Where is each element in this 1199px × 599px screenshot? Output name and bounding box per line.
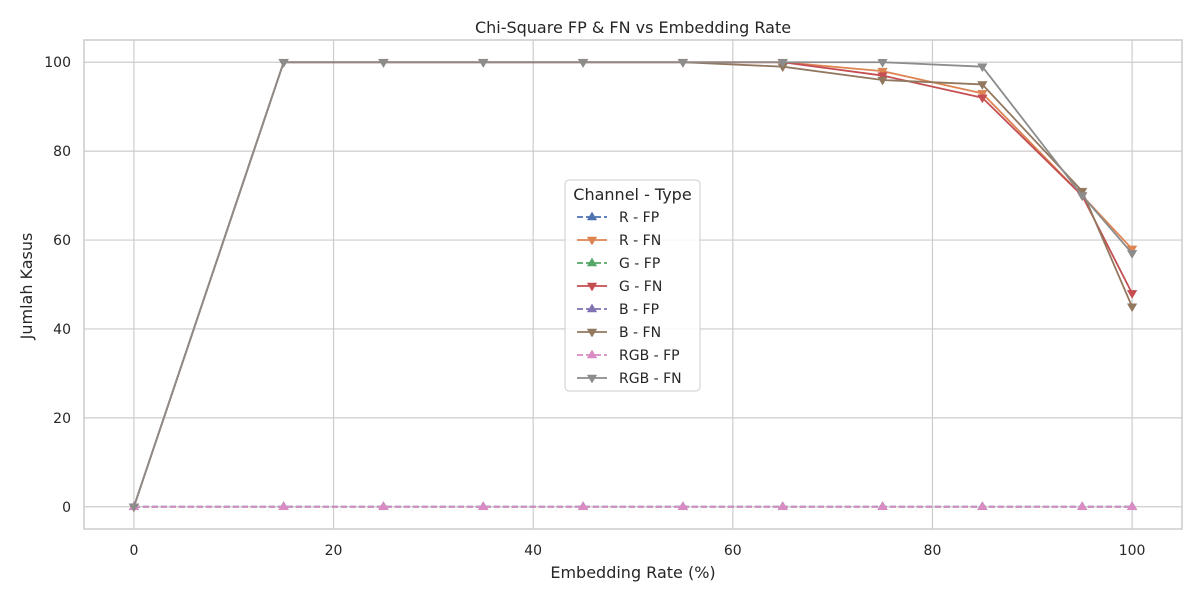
data-point bbox=[378, 58, 389, 68]
data-point bbox=[278, 501, 289, 511]
legend-item: G - FP bbox=[577, 256, 660, 272]
legend-label: G - FN bbox=[619, 279, 662, 295]
series-layer bbox=[128, 58, 1138, 513]
legend-item: R - FN bbox=[577, 233, 661, 249]
data-point bbox=[1126, 290, 1138, 299]
legend-item: R - FP bbox=[577, 210, 659, 226]
y-axis-ticks: 0 20 40 60 80 100 bbox=[44, 55, 71, 516]
data-point bbox=[378, 501, 389, 511]
x-tick-label: 40 bbox=[524, 543, 542, 559]
data-point bbox=[128, 503, 140, 513]
x-axis-ticks: 0 20 40 60 80 100 bbox=[129, 543, 1145, 559]
legend-item: G - FN bbox=[577, 279, 662, 295]
x-tick-label: 100 bbox=[1119, 543, 1146, 559]
legend-item: RGB - FN bbox=[577, 371, 682, 387]
data-point bbox=[877, 67, 888, 77]
y-tick-label: 40 bbox=[53, 322, 71, 338]
data-point bbox=[577, 58, 589, 68]
y-tick-label: 0 bbox=[62, 500, 71, 516]
plot-border bbox=[83, 39, 1183, 530]
legend-label: R - FN bbox=[619, 233, 661, 249]
legend-marker bbox=[586, 328, 598, 338]
y-tick-label: 20 bbox=[53, 411, 71, 427]
data-point bbox=[977, 81, 988, 90]
data-point bbox=[677, 58, 689, 68]
legend-marker bbox=[586, 282, 598, 292]
legend-label: B - FN bbox=[619, 325, 661, 341]
series-rgb-fp bbox=[128, 501, 1138, 511]
data-point bbox=[877, 72, 888, 82]
legend-marker bbox=[586, 374, 598, 384]
legend-label: B - FP bbox=[619, 302, 659, 318]
legend-marker bbox=[586, 236, 598, 246]
legend-marker bbox=[586, 257, 598, 267]
y-tick-label: 80 bbox=[53, 144, 71, 160]
data-point bbox=[478, 58, 489, 68]
data-point bbox=[1076, 501, 1088, 511]
x-tick-label: 20 bbox=[325, 543, 343, 559]
legend-marker bbox=[586, 349, 598, 359]
data-point bbox=[478, 501, 489, 511]
legend-label: RGB - FP bbox=[619, 348, 680, 364]
data-point bbox=[777, 58, 788, 68]
x-tick-label: 60 bbox=[724, 543, 742, 559]
legend-item: B - FN bbox=[577, 325, 661, 341]
legend-item: RGB - FP bbox=[577, 348, 680, 364]
data-point bbox=[977, 501, 988, 511]
data-point bbox=[977, 63, 988, 73]
legend-marker bbox=[586, 211, 598, 221]
data-point bbox=[877, 76, 888, 86]
data-point bbox=[877, 501, 888, 511]
data-point bbox=[1126, 250, 1138, 259]
legend-label: G - FP bbox=[619, 256, 660, 272]
plot-frame bbox=[83, 39, 1183, 530]
legend-title: Channel - Type bbox=[573, 185, 691, 204]
y-tick-label: 100 bbox=[44, 55, 71, 71]
legend-item: B - FP bbox=[577, 302, 659, 318]
y-tick-label: 60 bbox=[53, 233, 71, 249]
data-point bbox=[777, 501, 788, 511]
data-point bbox=[677, 501, 689, 511]
chart-title: Chi-Square FP & FN vs Embedding Rate bbox=[475, 18, 791, 37]
x-tick-label: 80 bbox=[924, 543, 942, 559]
legend-marker bbox=[586, 303, 598, 313]
x-tick-label: 0 bbox=[129, 543, 138, 559]
data-point bbox=[1126, 501, 1138, 511]
legend-label: RGB - FN bbox=[619, 371, 682, 387]
y-axis-label: Jumlah Kasus bbox=[17, 233, 36, 341]
legend-label: R - FP bbox=[619, 210, 659, 226]
series-rgb-fn bbox=[128, 58, 1138, 513]
data-point bbox=[977, 94, 988, 104]
data-point bbox=[577, 501, 589, 511]
legend-box bbox=[564, 179, 701, 392]
data-point bbox=[1076, 192, 1088, 202]
x-axis-label: Embedding Rate (%) bbox=[550, 563, 715, 582]
data-point bbox=[977, 90, 988, 99]
data-point bbox=[1126, 303, 1138, 313]
data-point bbox=[278, 58, 289, 68]
legend: Channel - Type R - FP R - FN G - FP G - FN B … bbox=[564, 179, 701, 392]
data-point bbox=[877, 58, 888, 68]
